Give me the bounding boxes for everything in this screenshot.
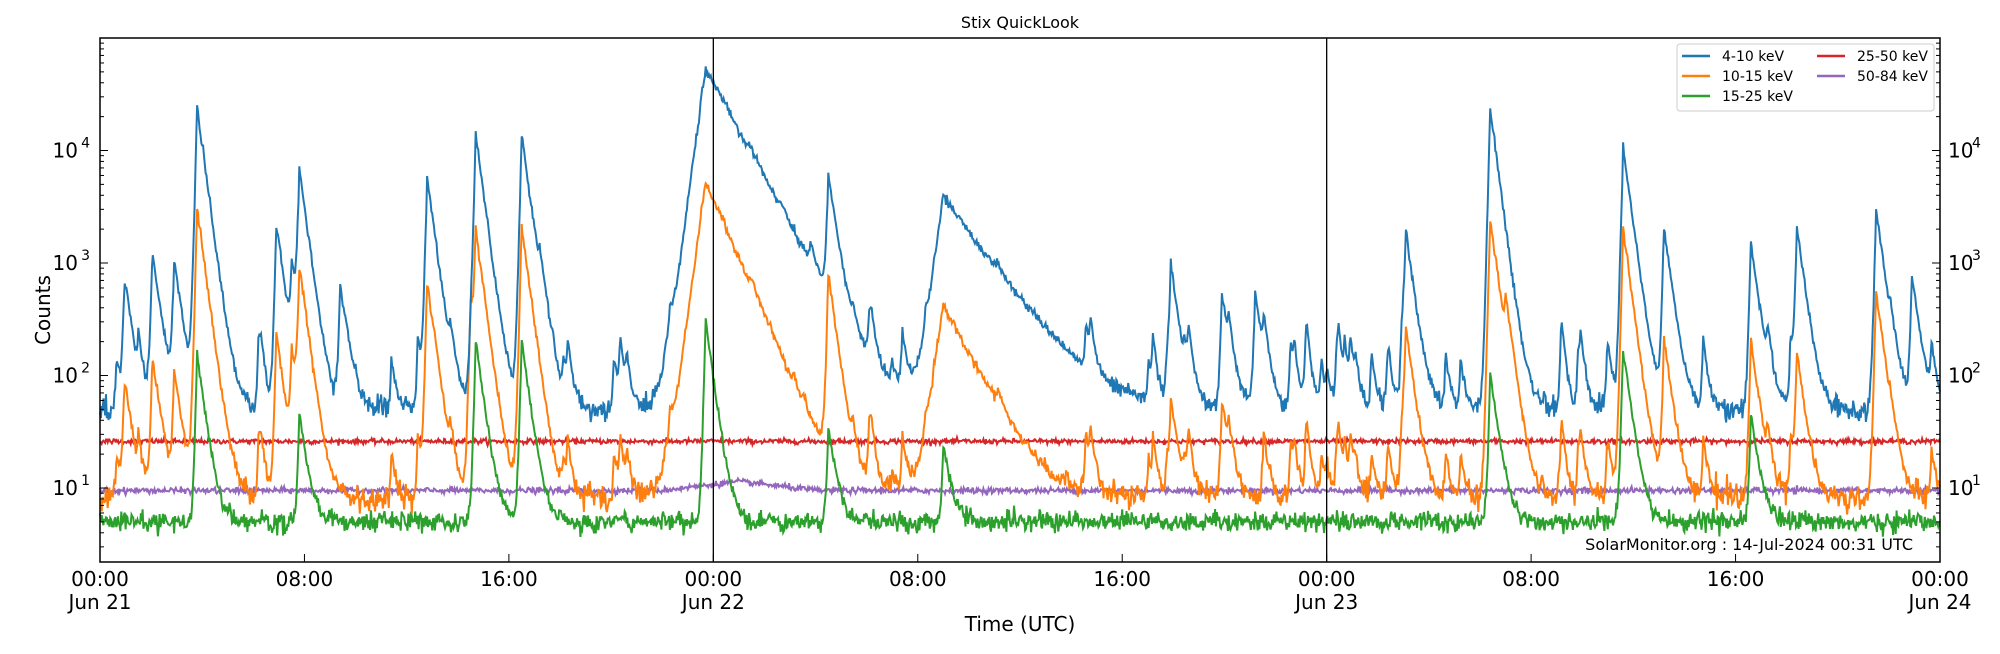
series-line-4-10-keV xyxy=(99,66,1941,423)
series-layer xyxy=(99,66,1941,538)
x-tick-date-label: Jun 21 xyxy=(66,590,131,614)
legend: 4-10 keV 10-15 keV 15-25 keV 25-50 keV 50-84… xyxy=(1676,43,1935,112)
x-tick-label: 16:00 xyxy=(1093,567,1151,591)
x-tick-label: 08:00 xyxy=(276,567,334,591)
series-line-10-15-keV xyxy=(99,180,1941,515)
x-axis-label: Time (UTC) xyxy=(964,612,1076,636)
day-dividers xyxy=(712,38,1328,562)
y-tick-label: 10 xyxy=(53,251,78,275)
legend-label: 50-84 keV xyxy=(1857,69,1928,85)
series-line-25-50-keV xyxy=(99,433,1941,449)
y-tick-exponent: 4 xyxy=(81,136,90,152)
x-tick-label: 16:00 xyxy=(1707,567,1765,591)
x-tick-label: 00:00 xyxy=(1298,567,1356,591)
series-line-50-84-keV xyxy=(99,476,1941,499)
x-tick-label: 16:00 xyxy=(480,567,538,591)
annotation-text: SolarMonitor.org : 14-Jul-2024 00:31 UTC xyxy=(1585,535,1913,554)
y-tick-exponent: 1 xyxy=(1972,473,1981,489)
y-tick-label-right: 10 xyxy=(1948,476,1973,500)
y-tick-label-right: 10 xyxy=(1948,139,1973,163)
legend-label: 10-15 keV xyxy=(1722,69,1793,85)
y-axis-label: Counts xyxy=(31,275,55,345)
legend-label: 15-25 keV xyxy=(1722,89,1793,105)
x-tick-label: 00:00 xyxy=(71,567,129,591)
y-tick-exponent: 3 xyxy=(81,248,90,264)
y-tick-label-right: 10 xyxy=(1948,251,1973,275)
legend-label: 25-50 keV xyxy=(1857,49,1928,65)
plot-frame xyxy=(99,37,1941,563)
chart-title: Stix QuickLook xyxy=(961,13,1080,32)
legend-frame xyxy=(1676,43,1935,112)
y-tick-exponent: 4 xyxy=(1972,136,1981,152)
y-tick-label-right: 10 xyxy=(1948,364,1973,388)
y-tick-exponent: 3 xyxy=(1972,248,1981,264)
y-tick-exponent: 2 xyxy=(81,361,90,377)
x-tick-label: 08:00 xyxy=(1502,567,1560,591)
x-tick-label: 00:00 xyxy=(685,567,743,591)
y-tick-exponent: 2 xyxy=(1972,361,1981,377)
y-tick-exponent: 1 xyxy=(81,473,90,489)
y-tick-label: 10 xyxy=(53,364,78,388)
x-tick-date-label: Jun 24 xyxy=(1906,590,1971,614)
series-line-15-25-keV xyxy=(99,318,1941,538)
legend-label: 4-10 keV xyxy=(1722,49,1784,65)
x-tick-label: 00:00 xyxy=(1911,567,1969,591)
x-tick-date-label: Jun 22 xyxy=(680,590,745,614)
x-tick-label: 08:00 xyxy=(889,567,947,591)
x-tick-date-label: Jun 23 xyxy=(1293,590,1358,614)
y-tick-label: 10 xyxy=(53,139,78,163)
y-tick-label: 10 xyxy=(53,476,78,500)
